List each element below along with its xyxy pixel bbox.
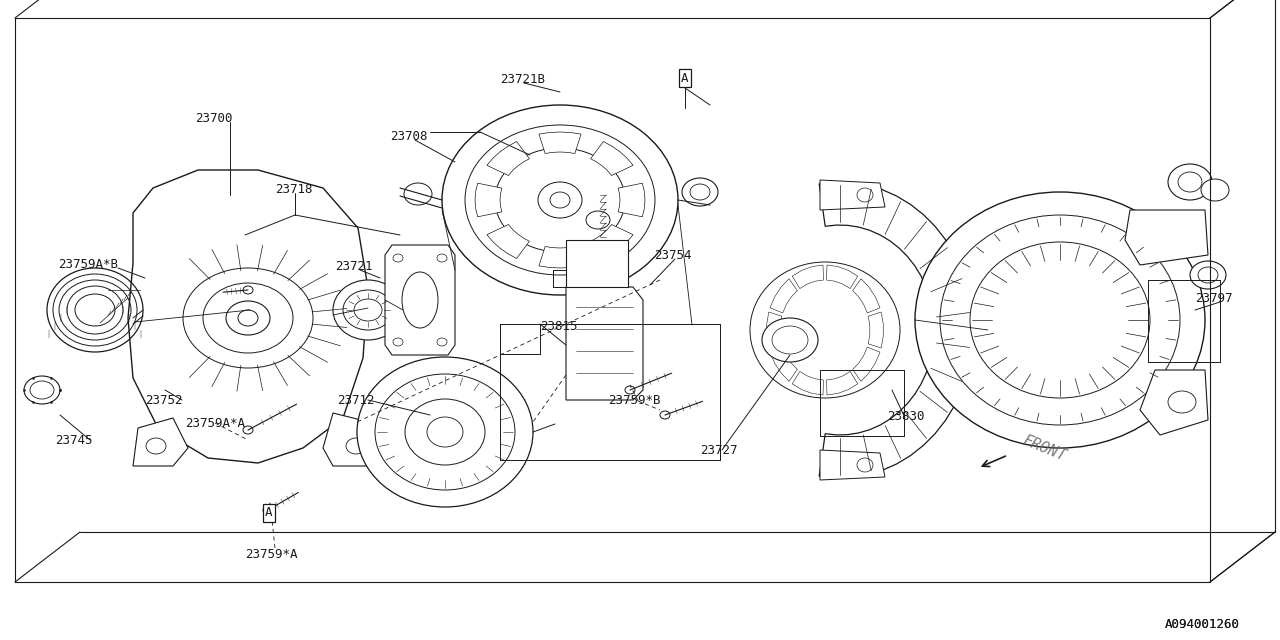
Polygon shape <box>827 371 858 395</box>
Polygon shape <box>792 265 823 289</box>
Text: 23721: 23721 <box>335 260 372 273</box>
Ellipse shape <box>262 506 273 514</box>
Text: FRONT: FRONT <box>1020 433 1068 463</box>
Text: 23759*B: 23759*B <box>608 394 660 407</box>
Text: A094001260: A094001260 <box>1165 618 1240 631</box>
Text: 23727: 23727 <box>700 444 737 457</box>
Ellipse shape <box>1201 179 1229 201</box>
Text: 23708: 23708 <box>390 130 428 143</box>
Ellipse shape <box>586 211 611 229</box>
Polygon shape <box>539 246 581 268</box>
Polygon shape <box>771 279 797 313</box>
Polygon shape <box>767 312 782 348</box>
Text: 23754: 23754 <box>654 249 691 262</box>
Polygon shape <box>819 182 973 478</box>
Polygon shape <box>618 183 645 217</box>
Polygon shape <box>486 141 530 175</box>
Ellipse shape <box>404 183 433 205</box>
Text: 23712: 23712 <box>337 394 375 407</box>
Text: A: A <box>681 72 689 84</box>
Ellipse shape <box>762 318 818 362</box>
Text: 23759A*B: 23759A*B <box>58 258 118 271</box>
Polygon shape <box>133 418 188 466</box>
Polygon shape <box>827 265 858 289</box>
Ellipse shape <box>1169 164 1212 200</box>
Polygon shape <box>1125 210 1208 265</box>
Polygon shape <box>486 225 530 259</box>
Polygon shape <box>792 371 823 395</box>
Polygon shape <box>566 240 628 287</box>
Ellipse shape <box>243 286 253 294</box>
Text: 23700: 23700 <box>195 112 233 125</box>
Text: 23830: 23830 <box>887 410 924 423</box>
Ellipse shape <box>915 192 1204 448</box>
Text: 23718: 23718 <box>275 183 312 196</box>
Ellipse shape <box>682 178 718 206</box>
Polygon shape <box>539 132 581 154</box>
Ellipse shape <box>625 386 635 394</box>
Ellipse shape <box>660 411 669 419</box>
Polygon shape <box>852 279 879 313</box>
Ellipse shape <box>1190 261 1226 289</box>
Ellipse shape <box>24 376 60 404</box>
Polygon shape <box>128 170 369 463</box>
Ellipse shape <box>442 105 678 295</box>
Polygon shape <box>385 245 454 355</box>
Polygon shape <box>323 413 378 466</box>
Text: 23752: 23752 <box>145 394 183 407</box>
Ellipse shape <box>243 426 253 434</box>
Ellipse shape <box>333 280 403 340</box>
Text: 23797: 23797 <box>1196 292 1233 305</box>
Text: A: A <box>265 506 273 520</box>
Polygon shape <box>1140 370 1208 435</box>
Ellipse shape <box>357 357 532 507</box>
Polygon shape <box>590 225 634 259</box>
Polygon shape <box>868 312 883 348</box>
Ellipse shape <box>750 262 900 398</box>
Polygon shape <box>771 347 797 381</box>
Polygon shape <box>852 347 879 381</box>
Text: A094001260: A094001260 <box>1165 618 1240 631</box>
Polygon shape <box>590 141 634 175</box>
Polygon shape <box>820 450 884 480</box>
Text: 23759*A: 23759*A <box>244 548 297 561</box>
Text: 23721B: 23721B <box>500 73 545 86</box>
Text: 23815: 23815 <box>540 320 577 333</box>
Ellipse shape <box>183 268 314 368</box>
Text: 23745: 23745 <box>55 434 92 447</box>
Polygon shape <box>820 180 884 210</box>
Polygon shape <box>566 287 643 400</box>
Ellipse shape <box>970 242 1149 398</box>
Text: 23759A*A: 23759A*A <box>186 417 244 430</box>
Polygon shape <box>475 183 502 217</box>
